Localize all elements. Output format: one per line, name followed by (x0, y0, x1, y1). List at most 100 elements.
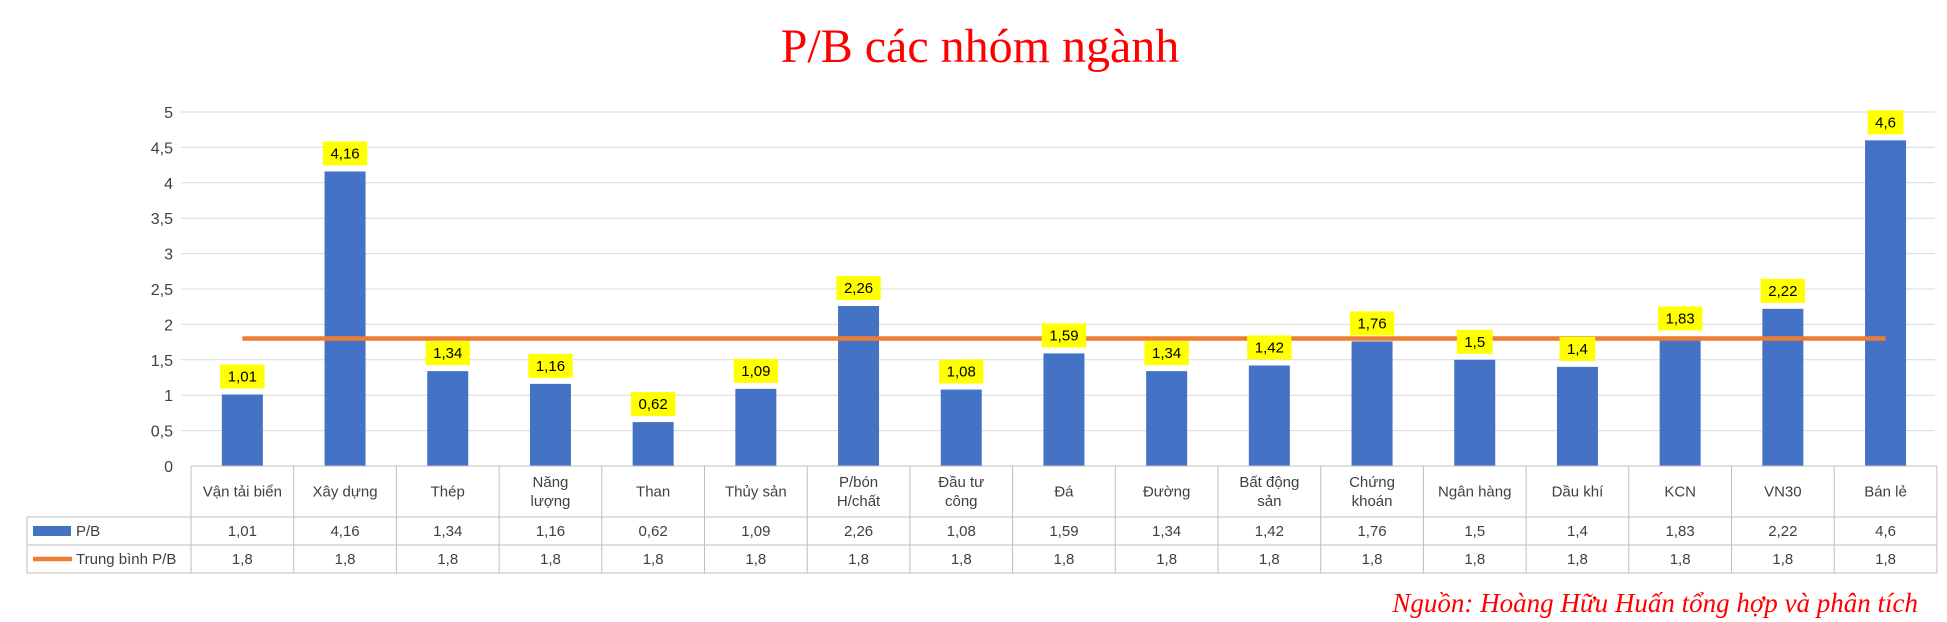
legend-key-bar (33, 526, 71, 536)
category-label: Xây dựng (313, 484, 378, 501)
data-label-bg (1041, 323, 1087, 348)
category-label: Chứng (1349, 474, 1395, 491)
data-label: 4,6 (1875, 114, 1896, 131)
table-cell: 2,22 (1768, 523, 1797, 540)
y-tick-label: 0 (164, 459, 173, 476)
data-label-bg (1247, 335, 1292, 360)
y-tick-label: 2,5 (151, 282, 173, 299)
bar (735, 388, 777, 466)
table-cell: 1,34 (1152, 523, 1181, 540)
table-cell: 1,8 (1362, 551, 1383, 568)
source-note: Nguồn: Hoàng Hữu Huấn tổng hợp và phân t… (1391, 588, 1918, 618)
data-label-bg (733, 358, 779, 383)
data-table: Vận tải biển Xây dựng Thép Năng lượng Than Thủ… (26, 465, 1938, 574)
data-label: 1,34 (1152, 345, 1181, 362)
data-label-bg (1456, 329, 1493, 354)
bar (324, 171, 366, 467)
category-label: Bán lẻ (1864, 484, 1907, 501)
category-label: công (945, 493, 978, 510)
data-label: 1,83 (1666, 310, 1695, 327)
category-label: KCN (1664, 484, 1696, 501)
chart-title: P/B các nhóm ngành (781, 20, 1180, 73)
data-label: 1,16 (536, 358, 565, 375)
bar (1865, 140, 1907, 466)
table-cell: 1,8 (1875, 551, 1896, 568)
category-label: Than (636, 484, 670, 501)
category-label: Thủy sản (725, 484, 787, 501)
table-cell: 1,5 (1464, 523, 1485, 540)
category-label: Đá (1054, 484, 1074, 501)
data-label: 1,5 (1464, 334, 1485, 351)
bar (1043, 353, 1085, 466)
table-cell: 1,8 (1567, 551, 1588, 568)
data-label-bg (1657, 306, 1703, 331)
bar-series (221, 140, 1907, 467)
table-cell: 1,4 (1567, 523, 1588, 540)
category-label: VN30 (1764, 484, 1802, 501)
category-label: Đường (1143, 484, 1190, 501)
data-label: 2,22 (1768, 283, 1797, 300)
table-cell: 1,8 (951, 551, 972, 568)
data-label-bg (220, 364, 265, 389)
y-tick-label: 1 (164, 388, 173, 405)
category-label: Ngân hàng (1438, 484, 1511, 501)
table-cell: 1,01 (228, 523, 257, 540)
table-cell: 1,8 (335, 551, 356, 568)
category-label: Vận tải biển (203, 484, 282, 501)
table-cell: 2,26 (844, 523, 873, 540)
data-label: 1,59 (1049, 327, 1078, 344)
table-cell: 1,8 (437, 551, 458, 568)
category-label: lượng (530, 493, 570, 510)
data-label: 4,16 (330, 145, 359, 162)
y-tick-label: 4 (164, 176, 173, 193)
table-cell: 1,8 (643, 551, 664, 568)
table-cell: 1,34 (433, 523, 462, 540)
table-cell: 1,8 (540, 551, 561, 568)
bar (1454, 359, 1496, 466)
category-label: Dầu khí (1552, 484, 1605, 501)
bar (1146, 371, 1188, 466)
table-cell: 1,8 (1670, 551, 1691, 568)
table-cell: 1,8 (1772, 551, 1793, 568)
bar (1762, 308, 1804, 466)
table-cell: 1,59 (1049, 523, 1078, 540)
y-axis-ticks: 0 0,5 1 1,5 2 2,5 3 3,5 4 4,5 5 (151, 105, 173, 476)
data-label-bg (425, 341, 470, 366)
data-label: 2,26 (844, 280, 873, 297)
data-label: 1,08 (947, 364, 976, 381)
data-label-bg (528, 353, 573, 378)
data-label: 1,01 (228, 368, 257, 385)
category-label: sản (1257, 493, 1281, 510)
category-label: Năng (533, 474, 569, 491)
table-cell: 0,62 (639, 523, 668, 540)
bar (221, 394, 263, 466)
bar (838, 305, 880, 466)
category-label: Thép (431, 484, 465, 501)
data-label-bg (1760, 278, 1806, 303)
data-label-bg (322, 141, 368, 166)
y-tick-label: 4,5 (151, 140, 173, 157)
bar (1248, 365, 1290, 466)
category-label: Bất động (1239, 474, 1299, 491)
category-label: P/bón (839, 474, 878, 491)
y-tick-label: 0,5 (151, 424, 173, 441)
table-cell: 1,8 (1259, 551, 1280, 568)
data-label: 1,4 (1567, 341, 1588, 358)
gridlines (181, 111, 1935, 432)
y-tick-label: 3 (164, 247, 173, 264)
data-label: 1,76 (1357, 315, 1386, 332)
category-label: H/chất (837, 493, 881, 510)
data-label-bg (1349, 311, 1395, 336)
table-cell: 1,16 (536, 523, 565, 540)
data-label-bg (939, 359, 984, 384)
table-cell: 4,16 (330, 523, 359, 540)
bar (940, 389, 982, 466)
y-tick-label: 1,5 (151, 353, 173, 370)
legend-series-name: Trung bình P/B (76, 551, 176, 568)
y-tick-label: 3,5 (151, 211, 173, 228)
table-cell: 1,8 (848, 551, 869, 568)
category-label: Đầu tư (938, 474, 984, 491)
bar (1351, 341, 1393, 466)
y-tick-label: 2 (164, 317, 173, 334)
